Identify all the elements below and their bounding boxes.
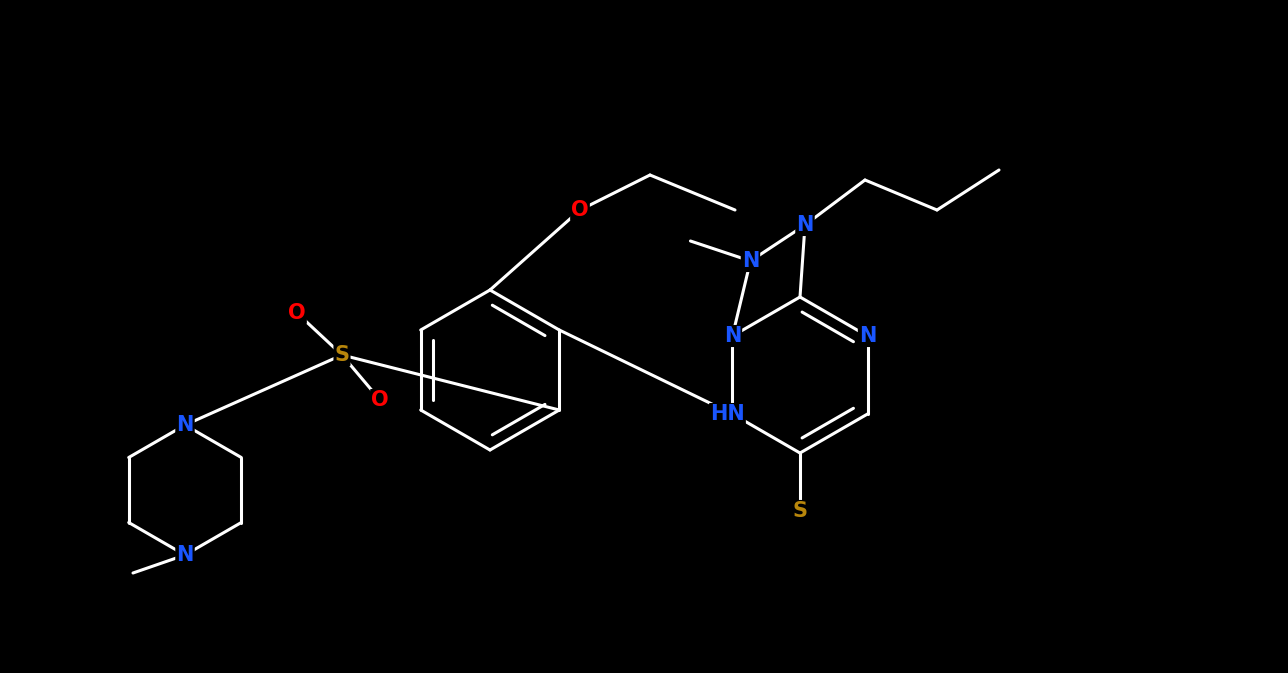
Text: N: N <box>742 251 759 271</box>
Text: S: S <box>335 345 349 365</box>
Text: O: O <box>289 303 305 323</box>
Text: HN: HN <box>710 404 744 424</box>
Text: N: N <box>859 326 876 346</box>
Text: N: N <box>724 326 741 346</box>
Text: N: N <box>176 545 193 565</box>
Text: O: O <box>571 200 589 220</box>
Text: N: N <box>176 415 193 435</box>
Text: S: S <box>792 501 808 521</box>
Text: O: O <box>371 390 389 410</box>
Text: N: N <box>796 215 814 235</box>
